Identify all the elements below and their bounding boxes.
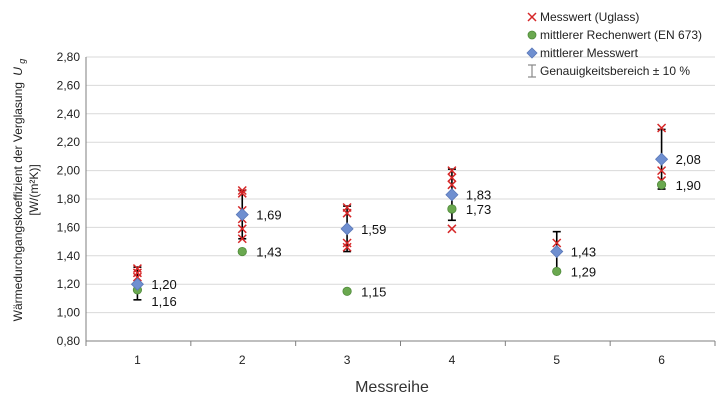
messwert-point (342, 242, 352, 252)
y-tick-label: 2,80 (57, 50, 81, 64)
y-tick-label: 0,80 (57, 334, 81, 348)
axes (85, 57, 716, 346)
y-tick-label: 1,60 (57, 220, 81, 234)
messwert-point (552, 238, 562, 248)
y-axis-label-line1: Wärmedurchgangskoeffizient der Verglasun… (11, 82, 25, 321)
messwert-point (447, 224, 457, 234)
legend-item-messwert: Messwert (Uglass) (527, 10, 639, 24)
x-tick-label: 4 (449, 353, 456, 367)
legend: Messwert (Uglass) mittlerer Rechenwert (E… (526, 10, 702, 78)
x-tick-label: 5 (553, 353, 560, 367)
mittlerer-messwert-point (340, 222, 354, 236)
legend-label: mittlerer Rechenwert (EN 673) (540, 28, 702, 42)
rechenwert-label: 1,29 (571, 264, 596, 279)
x-axis-label: Messreihe (355, 379, 429, 396)
mittlerer-messwert-point (445, 188, 459, 202)
y-tick-label: 2,00 (57, 164, 81, 178)
y-axis-label-subscript: g (17, 59, 27, 64)
legend-label: Genauigkeitsbereich ± 10 % (540, 64, 690, 78)
messwert-point (447, 166, 457, 176)
y-tick-labels: 0,80 1,00 1,20 1,40 1,60 1,80 2,00 2,20 2,40 2,60… (57, 50, 81, 348)
mittlerer-messwert-point (655, 152, 669, 166)
mittlerer-messwert-label: 1,69 (256, 208, 281, 223)
mittlerer-messwert-point (550, 244, 564, 259)
legend-marker-mittlerer-messwert (526, 47, 538, 59)
legend-item-mittlerer_messwert: mittlerer Messwert (526, 46, 639, 60)
rechenwert-label: 1,15 (361, 284, 386, 299)
messwert-point (342, 238, 352, 248)
messwert-point (447, 173, 457, 183)
legend-marker-genauigkeit (528, 64, 536, 78)
rechenwert-label: 1,73 (466, 202, 491, 217)
rechenwert-label: 1,90 (676, 178, 701, 193)
messwert-point (237, 234, 247, 244)
x-tick-label: 1 (134, 353, 141, 367)
data-marks (130, 123, 669, 296)
y-tick-label: 1,80 (57, 192, 81, 206)
y-tick-label: 2,20 (57, 135, 81, 149)
legend-item-genauigkeit: Genauigkeitsbereich ± 10 % (528, 64, 690, 78)
x-tick-label: 6 (658, 353, 665, 367)
messwert-point (342, 208, 352, 218)
y-tick-label: 1,00 (57, 306, 81, 320)
messwert-point (657, 123, 667, 133)
rechenwert-point (237, 246, 247, 257)
mittlerer-messwert-label: 1,20 (151, 277, 176, 292)
x-tick-labels: 1 2 3 4 5 6 (134, 353, 665, 367)
messwert-point (132, 272, 142, 282)
y-axis-label-symbol: U (11, 67, 25, 76)
messwert-point (447, 180, 457, 190)
svg-text:Wärmedurchgangskoeffizient der: Wärmedurchgangskoeffizient der Verglasun… (11, 59, 27, 322)
rechenwert-point (342, 286, 352, 296)
y-axis-label-line2: [W/(m²K)] (27, 164, 41, 215)
y-tick-label: 1,40 (57, 249, 81, 263)
mittlerer-messwert-point (235, 208, 249, 222)
legend-label: Messwert (Uglass) (540, 10, 639, 24)
messwert-point (237, 185, 247, 196)
y-tick-label: 2,40 (57, 107, 81, 121)
x-tick-label: 2 (239, 353, 246, 367)
mittlerer-messwert-point (130, 277, 144, 291)
y-gridlines (86, 56, 715, 314)
legend-marker-messwert (527, 12, 537, 22)
rechenwert-label: 1,43 (256, 245, 281, 260)
legend-marker-rechenwert (527, 30, 537, 40)
messwert-point (132, 264, 142, 274)
rechenwert-point (656, 180, 667, 190)
x-tick-label: 3 (344, 353, 351, 367)
y-tick-label: 1,20 (57, 277, 81, 291)
legend-label: mittlerer Messwert (540, 46, 639, 60)
rechenwert-point (552, 266, 562, 277)
mittlerer-messwert-label: 1,43 (571, 245, 596, 260)
legend-item-rechenwert: mittlerer Rechenwert (EN 673) (527, 28, 702, 42)
messwert-point (237, 188, 247, 198)
y-tick-label: 2,60 (57, 78, 81, 92)
y-axis-label: Wärmedurchgangskoeffizient der Verglasun… (11, 59, 41, 322)
mittlerer-messwert-label: 2,08 (676, 152, 701, 167)
messwert-point (132, 268, 142, 278)
rechenwert-point (447, 204, 457, 214)
data-labels: 1,20 1,69 1,59 1,83 1,43 2,08 1,16 1,43 1,15 1,73… (151, 152, 700, 309)
messwert-point (237, 224, 247, 234)
mittlerer-messwert-label: 1,83 (466, 188, 491, 203)
mittlerer-messwert-label: 1,59 (361, 222, 386, 237)
messwert-point (657, 166, 667, 176)
rechenwert-label: 1,16 (151, 294, 176, 309)
